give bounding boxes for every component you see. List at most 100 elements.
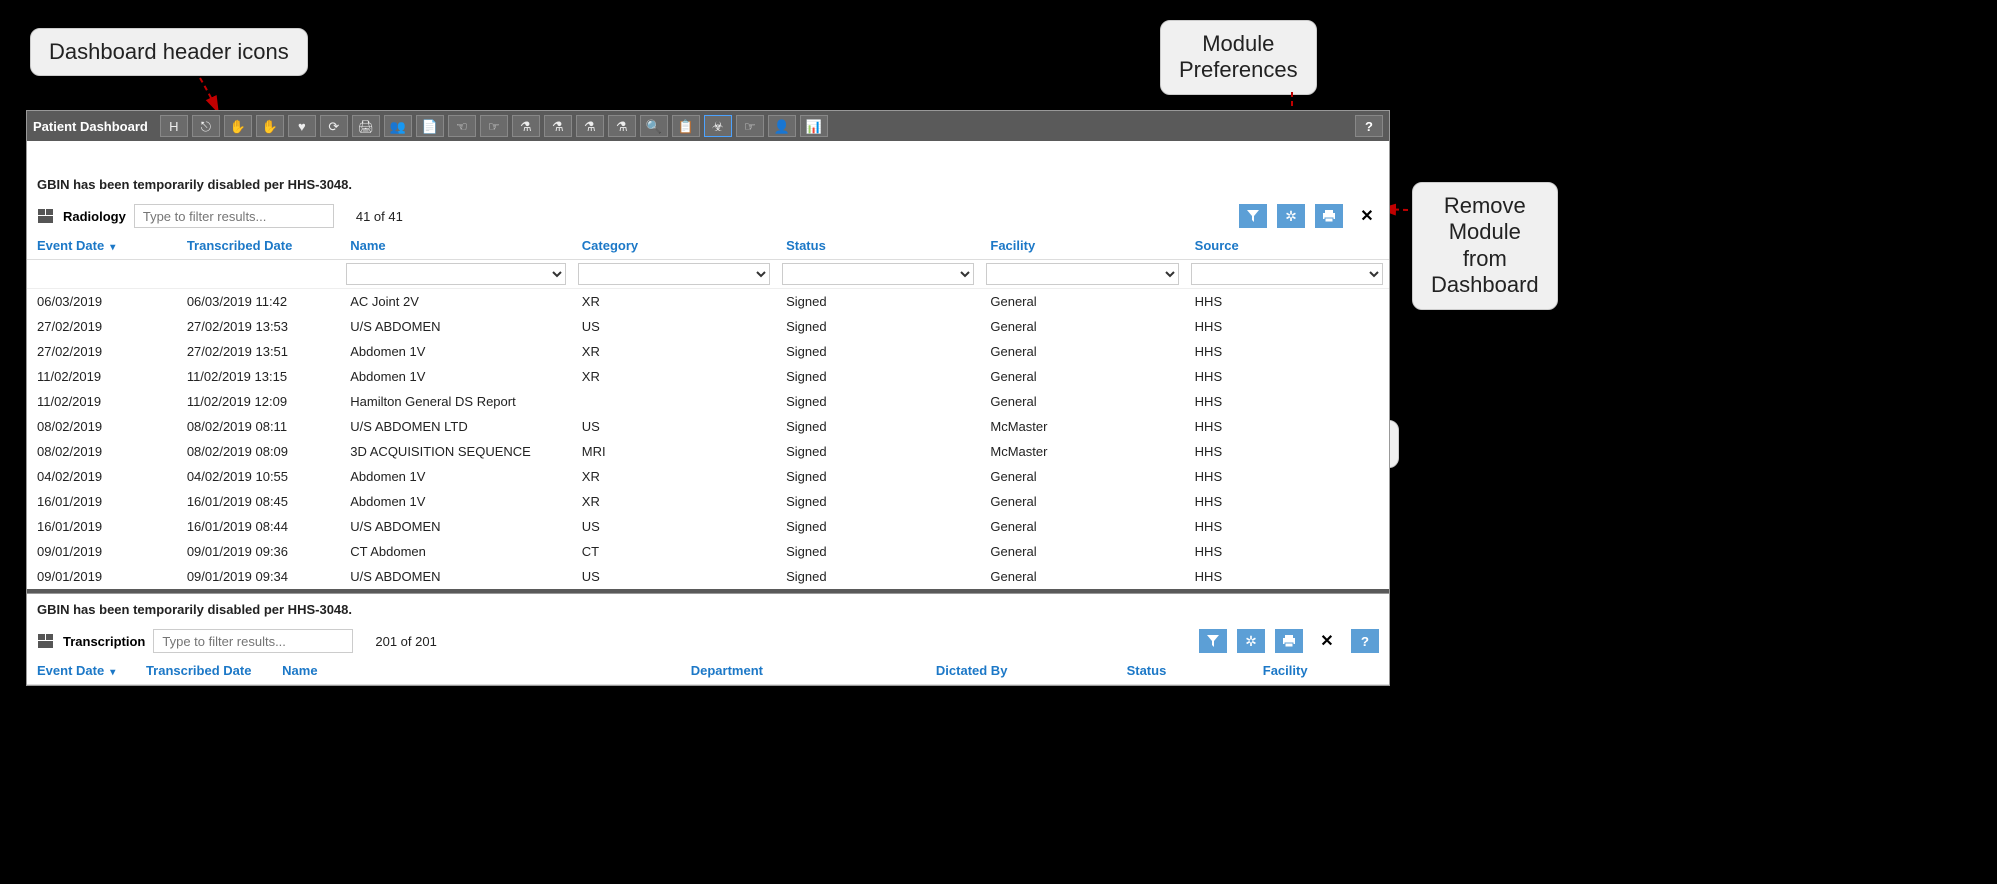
- print-button[interactable]: [1275, 629, 1303, 653]
- toolbar-finger-right-icon[interactable]: ☞: [480, 115, 508, 137]
- table-cell: US: [572, 314, 776, 339]
- table-cell: Signed: [776, 314, 980, 339]
- column-header-transcribed[interactable]: Transcribed Date: [136, 657, 272, 685]
- toolbar-print-icon[interactable]: 🖨: [352, 115, 380, 137]
- column-filter-name[interactable]: [346, 263, 566, 285]
- table-cell: 16/01/2019 08:44: [177, 514, 340, 539]
- table-row[interactable]: 09/01/201909/01/2019 09:36CT AbdomenCTSi…: [27, 539, 1389, 564]
- column-header-event_date[interactable]: Event Date▾: [27, 232, 177, 260]
- module-preferences-button[interactable]: ✲: [1277, 204, 1305, 228]
- column-header-event_date[interactable]: Event Date▾: [27, 657, 136, 685]
- column-header-source[interactable]: Source: [1185, 232, 1389, 260]
- toolbar-finger-icon[interactable]: ☞: [736, 115, 764, 137]
- column-filter-source[interactable]: [1191, 263, 1383, 285]
- column-filter-status[interactable]: [782, 263, 974, 285]
- toolbar-hand-on-icon[interactable]: ✋: [256, 115, 284, 137]
- module-filter-input[interactable]: [153, 629, 353, 653]
- clear-filter-button[interactable]: [1239, 204, 1267, 228]
- toolbar-users-icon[interactable]: 👥: [384, 115, 412, 137]
- table-row[interactable]: 27/02/201927/02/2019 13:53U/S ABDOMENUSS…: [27, 314, 1389, 339]
- table-row[interactable]: 27/02/201927/02/2019 13:51Abdomen 1VXRSi…: [27, 339, 1389, 364]
- toolbar-flask3-icon[interactable]: ⚗: [576, 115, 604, 137]
- toolbar-hand-off-icon[interactable]: ✋: [224, 115, 252, 137]
- column-header-name[interactable]: Name: [340, 232, 572, 260]
- module-help-button[interactable]: ?: [1351, 629, 1379, 653]
- table-cell: 27/02/2019 13:51: [177, 339, 340, 364]
- toolbar-chart-icon[interactable]: 📊: [800, 115, 828, 137]
- column-header-facility[interactable]: Facility: [980, 232, 1184, 260]
- table-row[interactable]: 11/02/201911/02/2019 13:15Abdomen 1VXRSi…: [27, 364, 1389, 389]
- module-preferences-button[interactable]: ✲: [1237, 629, 1265, 653]
- toolbar-flask2-icon[interactable]: ⚗: [544, 115, 572, 137]
- callout-remove-module: Remove Module from Dashboard: [1412, 182, 1558, 310]
- remove-module-button[interactable]: ✕: [1315, 629, 1339, 653]
- column-header-transcribed[interactable]: Transcribed Date: [177, 232, 340, 260]
- table-row[interactable]: 09/01/201909/01/2019 09:34U/S ABDOMENUSS…: [27, 564, 1389, 589]
- module-icon: [37, 207, 55, 225]
- table-cell: Abdomen 1V: [340, 339, 572, 364]
- table-cell: Signed: [776, 439, 980, 464]
- print-button[interactable]: [1315, 204, 1343, 228]
- toolbar-refresh-icon[interactable]: ⟳: [320, 115, 348, 137]
- toolbar-home-icon[interactable]: H: [160, 115, 188, 137]
- toolbar-tree-icon[interactable]: ⎋: [192, 115, 220, 137]
- column-filter-facility[interactable]: [986, 263, 1178, 285]
- toolbar-person-icon[interactable]: 👤: [768, 115, 796, 137]
- column-header-name[interactable]: Name: [272, 657, 681, 685]
- column-header-status[interactable]: Status: [776, 232, 980, 260]
- table-cell: HHS: [1185, 514, 1389, 539]
- toolbar-flask-icon[interactable]: ⚗: [512, 115, 540, 137]
- table-cell: U/S ABDOMEN: [340, 314, 572, 339]
- table-cell: Abdomen 1V: [340, 364, 572, 389]
- table-cell: General: [980, 564, 1184, 589]
- module-count: 41 of 41: [356, 209, 403, 224]
- table-cell: Signed: [776, 414, 980, 439]
- toolbar-flask4-icon[interactable]: ⚗: [608, 115, 636, 137]
- callout-header-icons: Dashboard header icons: [30, 28, 308, 76]
- table-cell: XR: [572, 489, 776, 514]
- table-row[interactable]: 16/01/201916/01/2019 08:44U/S ABDOMENUSS…: [27, 514, 1389, 539]
- module-filter-input[interactable]: [134, 204, 334, 228]
- toolbar: Patient Dashboard H⎋✋✋♥⟳🖨👥📄☜☞⚗⚗⚗⚗🔍📋☣☞👤📊 …: [27, 111, 1389, 141]
- table-cell: AC Joint 2V: [340, 289, 572, 315]
- table-cell: General: [980, 314, 1184, 339]
- table-cell: Signed: [776, 489, 980, 514]
- column-header-status[interactable]: Status: [1117, 657, 1253, 685]
- table-cell: 08/02/2019 08:09: [177, 439, 340, 464]
- table-cell: General: [980, 464, 1184, 489]
- table-row[interactable]: 08/02/201908/02/2019 08:11U/S ABDOMEN LT…: [27, 414, 1389, 439]
- toolbar-clipboard-icon[interactable]: 📋: [672, 115, 700, 137]
- toolbar-heart-icon[interactable]: ♥: [288, 115, 316, 137]
- table-cell: [572, 389, 776, 414]
- toolbar-help-button[interactable]: ?: [1355, 115, 1383, 137]
- sort-indicator-icon: ▾: [110, 242, 115, 253]
- column-header-department[interactable]: Department: [681, 657, 926, 685]
- table-cell: 06/03/2019 11:42: [177, 289, 340, 315]
- module-banner: GBIN has been temporarily disabled per H…: [27, 594, 1389, 625]
- column-header-facility[interactable]: Facility: [1253, 657, 1389, 685]
- table-cell: 11/02/2019 12:09: [177, 389, 340, 414]
- table-row[interactable]: 11/02/201911/02/2019 12:09Hamilton Gener…: [27, 389, 1389, 414]
- toolbar-file-icon[interactable]: 📄: [416, 115, 444, 137]
- table-row[interactable]: 16/01/201916/01/2019 08:45Abdomen 1VXRSi…: [27, 489, 1389, 514]
- column-filter-category[interactable]: [578, 263, 770, 285]
- table-row[interactable]: 08/02/201908/02/2019 08:093D ACQUISITION…: [27, 439, 1389, 464]
- table-cell: 27/02/2019 13:53: [177, 314, 340, 339]
- table-row[interactable]: 04/02/201904/02/2019 10:55Abdomen 1VXRSi…: [27, 464, 1389, 489]
- column-header-category[interactable]: Category: [572, 232, 776, 260]
- table-cell: General: [980, 539, 1184, 564]
- clear-filter-button[interactable]: [1199, 629, 1227, 653]
- remove-module-button[interactable]: ✕: [1355, 204, 1379, 228]
- column-header-dictated[interactable]: Dictated By: [926, 657, 1117, 685]
- table-cell: General: [980, 289, 1184, 315]
- toolbar-finger-left-icon[interactable]: ☜: [448, 115, 476, 137]
- table-cell: HHS: [1185, 489, 1389, 514]
- module-banner: GBIN has been temporarily disabled per H…: [27, 169, 1389, 200]
- toolbar-biohazard-icon[interactable]: ☣: [704, 115, 732, 137]
- table-cell: HHS: [1185, 314, 1389, 339]
- table-cell: CT: [572, 539, 776, 564]
- table-cell: HHS: [1185, 539, 1389, 564]
- table-row[interactable]: 06/03/201906/03/2019 11:42AC Joint 2VXRS…: [27, 289, 1389, 315]
- toolbar-zoom-icon[interactable]: 🔍: [640, 115, 668, 137]
- table-cell: General: [980, 389, 1184, 414]
